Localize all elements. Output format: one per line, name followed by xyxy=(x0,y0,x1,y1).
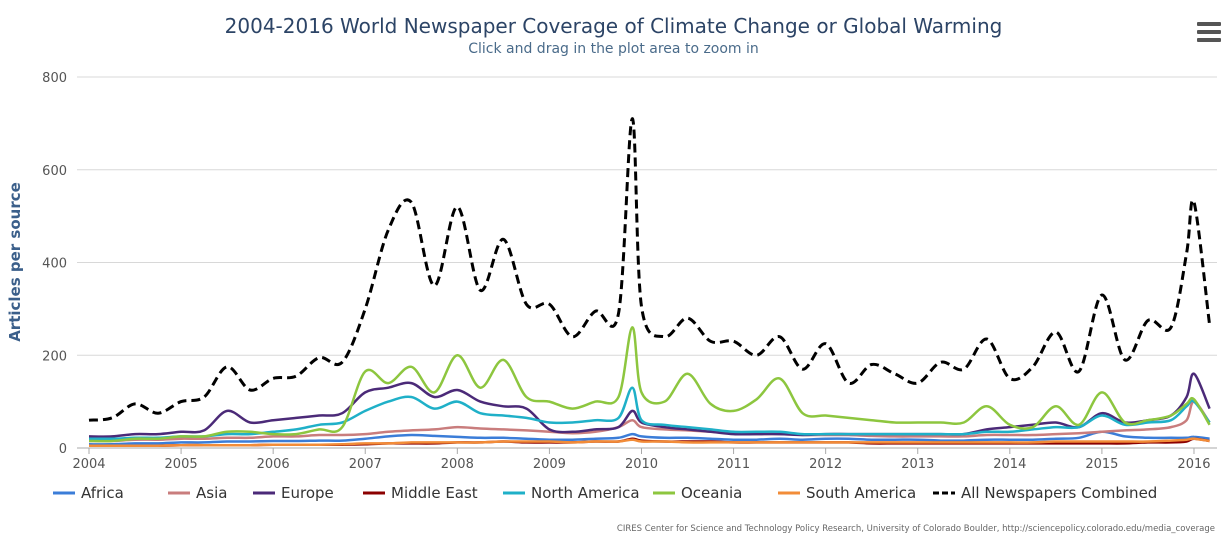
x-tick-label: 2007 xyxy=(349,457,382,472)
series-line-africa xyxy=(88,430,1210,446)
y-axis: 0 200 400 600 800 xyxy=(42,71,67,457)
series-line-north-america xyxy=(88,386,1211,441)
series-line-oceania xyxy=(88,326,1211,443)
series-line-south-america xyxy=(89,437,1210,447)
y-tick-label: 400 xyxy=(42,257,67,272)
x-tick-label: 2005 xyxy=(165,457,198,472)
x-tick-label: 2008 xyxy=(441,457,474,472)
y-tick-label: 600 xyxy=(42,164,67,179)
legend-item-north-america[interactable]: North America xyxy=(503,484,640,502)
x-tick-label: 2006 xyxy=(257,457,290,472)
chart-title: 2004-2016 World Newspaper Coverage of Cl… xyxy=(224,14,1003,38)
series-line-all-newspapers-combined xyxy=(88,117,1212,422)
legend-item-asia[interactable]: Asia xyxy=(168,484,227,502)
x-tick-label: 2013 xyxy=(901,457,934,472)
y-axis-label: Articles per source xyxy=(6,182,24,342)
legend-label: North America xyxy=(531,484,640,502)
y-tick-label: 200 xyxy=(42,349,67,364)
y-tick-label: 800 xyxy=(42,71,67,86)
x-axis: 2004 2005 2006 2007 2008 2009 2010 2011 2012 2013… xyxy=(72,448,1211,472)
legend-item-all-newspapers-combined[interactable]: All Newspapers Combined xyxy=(933,484,1157,502)
series-lines xyxy=(88,117,1212,447)
y-tick-label: 0 xyxy=(59,442,67,457)
chart-credits[interactable]: CIRES Center for Science and Technology … xyxy=(616,524,1215,534)
x-tick-label: 2010 xyxy=(625,457,658,472)
legend: Africa Asia Europe Middle East North America… xyxy=(53,484,1157,502)
legend-label: Europe xyxy=(281,484,334,502)
chart-subtitle: Click and drag in the plot area to zoom … xyxy=(468,41,759,57)
x-tick-label: 2015 xyxy=(1085,457,1118,472)
x-tick-label: 2016 xyxy=(1177,457,1210,472)
series-line-asia xyxy=(88,400,1211,443)
x-tick-label: 2004 xyxy=(72,457,105,472)
x-tick-label: 2009 xyxy=(533,457,566,472)
legend-label: All Newspapers Combined xyxy=(961,484,1157,502)
legend-item-middle-east[interactable]: Middle East xyxy=(363,484,478,502)
legend-label: Asia xyxy=(196,484,227,502)
x-tick-label: 2014 xyxy=(993,457,1026,472)
legend-label: Africa xyxy=(81,484,124,502)
x-tick-label: 2012 xyxy=(809,457,842,472)
grid xyxy=(77,76,1217,449)
legend-item-oceania[interactable]: Oceania xyxy=(653,484,742,502)
legend-item-south-america[interactable]: South America xyxy=(778,484,916,502)
x-tick-label: 2011 xyxy=(717,457,750,472)
legend-label: Middle East xyxy=(391,484,478,502)
legend-label: South America xyxy=(806,484,916,502)
legend-item-africa[interactable]: Africa xyxy=(53,484,124,502)
legend-label: Oceania xyxy=(681,484,742,502)
hamburger-menu-icon[interactable] xyxy=(1197,22,1221,42)
legend-item-europe[interactable]: Europe xyxy=(253,484,334,502)
